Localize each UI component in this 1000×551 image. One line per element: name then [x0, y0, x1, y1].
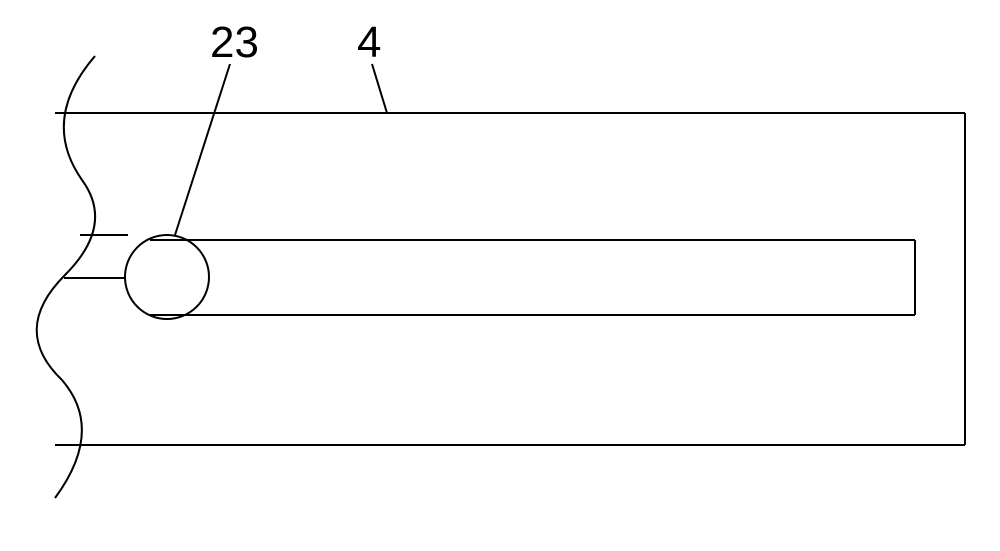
leader-line-23: [175, 64, 230, 235]
label-23: 23: [210, 18, 259, 68]
diagram-canvas: [0, 0, 1000, 551]
part-23-circle: [125, 235, 209, 319]
label-4: 4: [357, 18, 381, 68]
leader-line-4: [372, 64, 387, 113]
